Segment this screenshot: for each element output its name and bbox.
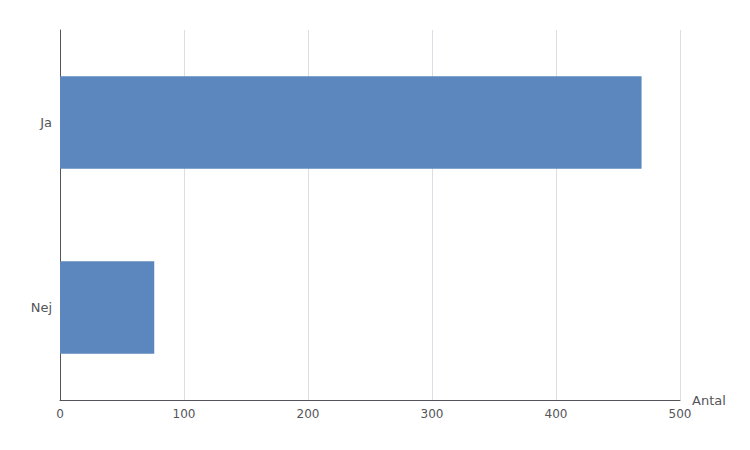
svg-text:Ja: Ja: [39, 115, 52, 130]
svg-text:Antal: Antal: [692, 393, 726, 408]
svg-text:100: 100: [173, 407, 196, 421]
svg-text:0: 0: [56, 407, 64, 421]
svg-text:500: 500: [669, 407, 692, 421]
svg-text:400: 400: [545, 407, 568, 421]
svg-text:300: 300: [421, 407, 444, 421]
svg-text:Nej: Nej: [31, 300, 52, 315]
svg-text:200: 200: [297, 407, 320, 421]
